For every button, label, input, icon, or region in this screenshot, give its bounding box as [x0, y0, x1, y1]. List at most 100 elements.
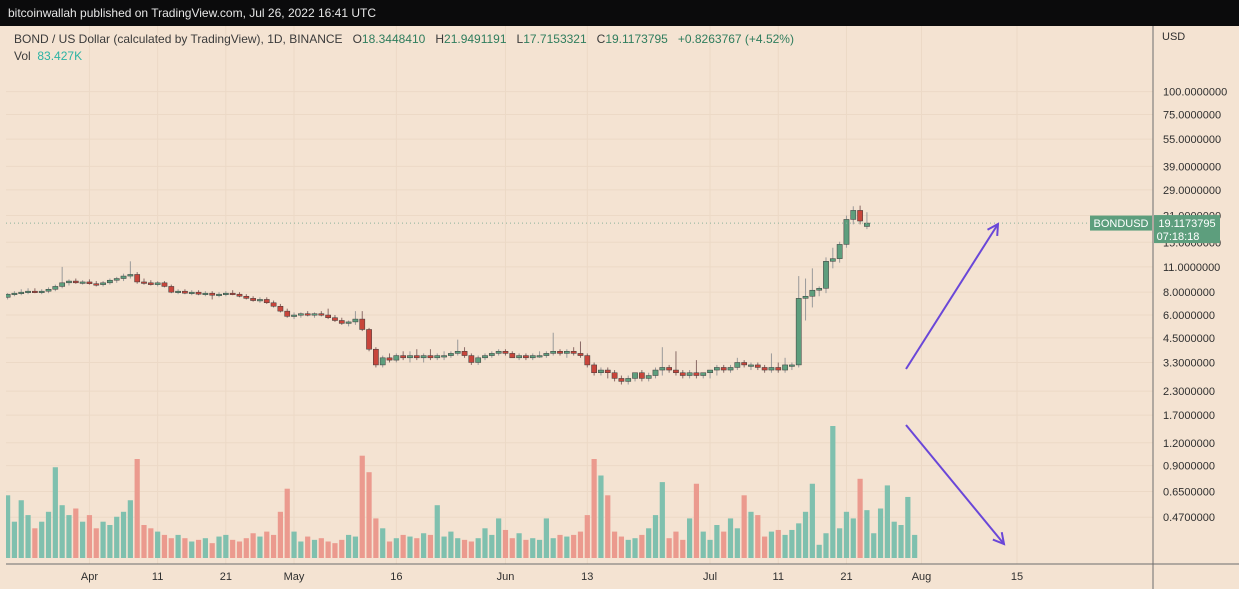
candle-body: [352, 318, 359, 323]
volume-bar: [802, 511, 809, 558]
volume-bar: [898, 525, 904, 558]
candle-body: [448, 353, 454, 356]
y-tick-label: 39.0000000: [1163, 161, 1221, 173]
candle-body: [93, 283, 100, 286]
volume-bar: [168, 538, 174, 558]
candle-body: [32, 290, 38, 293]
candle-body: [529, 355, 536, 359]
candle-body: [25, 290, 31, 293]
volume-bar: [673, 531, 679, 558]
volume-bar: [318, 538, 324, 558]
candle-body: [523, 355, 529, 359]
volume-bar: [73, 508, 79, 558]
chart-area[interactable]: USD 100.0000000 75.0000000 55.0000000 39.00…: [6, 26, 1239, 589]
candle-body: [141, 281, 147, 284]
candle-body: [182, 290, 188, 294]
volume-bar: [652, 515, 659, 558]
volume-bar: [25, 515, 31, 558]
volume-bar: [386, 541, 393, 558]
volume-bar: [284, 488, 290, 558]
volume-bar: [427, 534, 434, 558]
volume-bar: [80, 521, 86, 558]
y-axis-unit: USD: [1162, 31, 1185, 43]
legend-low: 17.7153321: [523, 32, 587, 46]
candle-body: [345, 321, 352, 324]
candle-body: [6, 293, 11, 298]
candle-body: [270, 302, 277, 307]
legend-close: 19.1173795: [605, 32, 668, 46]
volume-bar: [646, 528, 652, 558]
volume-bar: [243, 538, 249, 558]
candle-body: [222, 292, 229, 295]
down-arrow-head: [992, 532, 1006, 546]
volume-bar: [332, 543, 338, 558]
candle-body: [386, 357, 393, 361]
volume-bar: [755, 515, 761, 558]
volume-bar: [66, 515, 72, 558]
volume-bar: [543, 518, 549, 558]
candle-body: [850, 210, 857, 220]
candle-body: [816, 288, 823, 291]
candle-body: [298, 313, 304, 316]
candle-body: [584, 355, 591, 366]
candle-body: [277, 306, 284, 312]
volume-bar: [223, 534, 229, 558]
legend-high: 21.9491191: [444, 32, 507, 46]
x-tick-label: Apr: [81, 571, 98, 583]
x-tick-label: 11: [152, 571, 163, 583]
volume-bar: [182, 538, 188, 558]
volume-bar: [571, 534, 577, 558]
volume-bar: [489, 534, 495, 558]
price-tag-bg: [1154, 215, 1220, 244]
candle-body: [645, 375, 652, 379]
down-arrow-shaft: [905, 424, 1005, 545]
volume-bar: [120, 511, 127, 558]
candle-body: [598, 369, 604, 373]
candle-body: [461, 351, 468, 356]
volume-label: Vol: [14, 49, 31, 63]
candle-body: [318, 313, 325, 316]
candle-body: [216, 293, 222, 296]
candle-body: [632, 372, 638, 379]
volume-bar: [468, 541, 474, 558]
price-chart[interactable]: USD 100.0000000 75.0000000 55.0000000 39.00…: [6, 26, 1239, 589]
volume-bar: [107, 525, 113, 558]
volume-bar: [823, 533, 829, 558]
candle-body: [577, 353, 584, 356]
candle-body: [748, 364, 754, 367]
volume-bar: [680, 539, 686, 558]
volume-bar: [857, 478, 863, 558]
candle-body: [495, 351, 502, 354]
volume-bar: [536, 539, 543, 558]
volume-bar: [816, 544, 822, 558]
candle-body: [714, 367, 720, 371]
volume-bar: [591, 459, 597, 558]
legend-symbol: BOND / US Dollar (calculated by TradingV…: [14, 32, 343, 46]
volume-bar: [837, 528, 843, 558]
candle-body: [509, 353, 516, 359]
candle-body: [161, 282, 168, 287]
y-tick-label: 55.0000000: [1163, 134, 1221, 146]
volume-bar: [6, 495, 11, 558]
candle-body: [639, 372, 645, 379]
volume-bar: [141, 525, 147, 558]
candle-body: [188, 291, 195, 294]
volume-bar: [864, 510, 870, 558]
y-tick-label: 4.5000000: [1163, 333, 1215, 345]
candle-body: [120, 275, 127, 279]
candle-body: [100, 282, 106, 285]
candle-body: [393, 355, 400, 361]
y-tick-label: 2.3000000: [1163, 386, 1215, 398]
x-tick-label: Aug: [912, 571, 932, 583]
volume-bar: [509, 538, 515, 558]
volume-bar: [516, 533, 522, 558]
volume-bar: [605, 495, 611, 558]
y-tick-label: 75.0000000: [1163, 109, 1221, 121]
candle-body: [263, 299, 270, 304]
volume-bar: [748, 511, 754, 558]
volume-bar: [86, 515, 93, 558]
candle-body: [311, 313, 318, 316]
volume-bar: [496, 518, 502, 558]
volume-bar: [209, 543, 215, 558]
volume-bar: [693, 483, 700, 558]
